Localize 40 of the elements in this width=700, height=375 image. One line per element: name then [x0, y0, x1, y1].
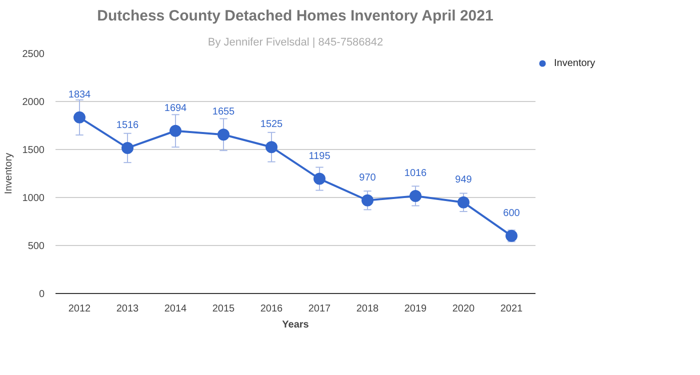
- data-label: 1694: [164, 102, 188, 114]
- point: [74, 111, 86, 124]
- data-label: 1516: [116, 120, 140, 131]
- x-axis-title: Years: [282, 320, 310, 330]
- point: [410, 190, 422, 202]
- point: [362, 194, 374, 206]
- data-label: 1655: [212, 106, 236, 118]
- point: [218, 128, 230, 141]
- data-label: 1195: [308, 150, 331, 162]
- x-tick-label: 2016: [260, 304, 284, 314]
- point: [314, 172, 326, 185]
- data-label: 949: [455, 174, 472, 186]
- y-tick-label: 1500: [22, 145, 45, 156]
- point: [170, 124, 182, 137]
- point: [458, 196, 470, 208]
- x-tick-label: 2017: [308, 304, 332, 314]
- y-tick-label: 2500: [22, 49, 45, 60]
- chart-subtitle: By Jennifer Fivelsdal | 845-7586842: [208, 36, 384, 48]
- x-tick-label: 2012: [68, 304, 92, 314]
- x-tick-label: 2021: [500, 304, 524, 314]
- data-label: 600: [503, 208, 520, 219]
- legend-label: Inventory: [554, 58, 596, 68]
- x-tick-label: 2019: [404, 304, 428, 314]
- y-tick-label: 1000: [22, 193, 45, 204]
- point: [266, 141, 278, 154]
- y-tick-label: 2000: [22, 97, 45, 108]
- data-label: 1016: [404, 168, 428, 179]
- x-tick-label: 2013: [116, 304, 140, 314]
- y-axis-title: Inventory: [3, 152, 14, 194]
- chart-title: Dutchess County Detached Homes Inventory April 2021: [97, 8, 494, 24]
- data-label: 1834: [68, 89, 92, 100]
- y-tick-label: 0: [38, 289, 45, 300]
- x-tick-label: 2018: [356, 304, 380, 314]
- y-tick-label: 500: [28, 241, 45, 252]
- point: [122, 142, 134, 154]
- x-tick-label: 2020: [452, 304, 476, 314]
- data-label: 1525: [260, 119, 284, 130]
- x-tick-label: 2014: [164, 304, 188, 314]
- data-label: 970: [359, 172, 376, 184]
- x-tick-label: 2015: [212, 304, 236, 314]
